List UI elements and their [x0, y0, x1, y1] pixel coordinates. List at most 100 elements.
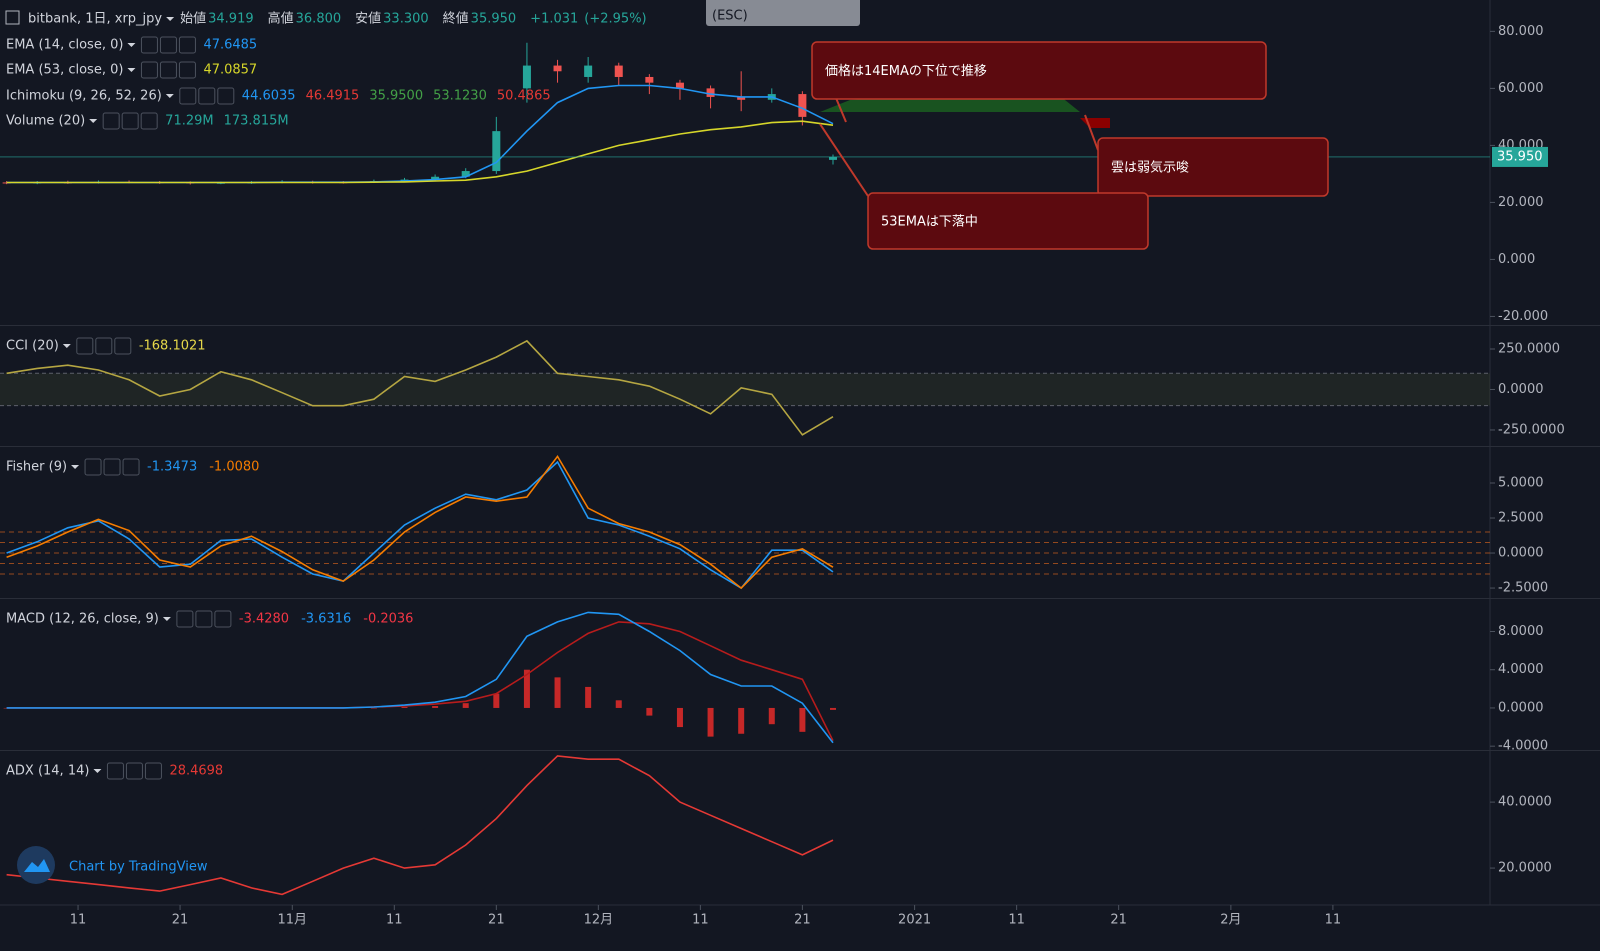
legend-button — [76, 337, 94, 355]
legend-text: EMA (53, close, 0) — [6, 63, 123, 78]
y-tick-label: 250.0000 — [1498, 341, 1560, 356]
legend-text: 33.300 — [383, 12, 429, 27]
legend-button — [122, 458, 140, 476]
legend-text: Ichimoku (9, 26, 52, 26) — [6, 89, 162, 104]
legend-caret — [127, 68, 136, 72]
y-tick-label: 2.5000 — [1498, 511, 1544, 526]
legend-button — [102, 112, 120, 130]
candle-body — [645, 76, 654, 83]
candle-body — [492, 131, 501, 172]
y-tick-label: 0.0000 — [1498, 700, 1544, 715]
y-tick-label: 20.000 — [1498, 195, 1544, 210]
legend-text: 46.4915 — [306, 89, 360, 104]
legend-button — [84, 458, 102, 476]
last-price-box — [1492, 146, 1548, 167]
tooltip-text: (ESC) — [712, 9, 748, 24]
legend-text: Volume (20) — [6, 114, 85, 129]
legend-text: 35.9500 — [369, 89, 423, 104]
histogram-bar — [799, 707, 806, 732]
legend-text: MACD (12, 26, close, 9) — [6, 612, 159, 627]
legend-caret — [93, 769, 102, 773]
y-tick-label: 0.0000 — [1498, 382, 1544, 397]
legend-text: -1.0080 — [209, 460, 259, 475]
legend-caret — [71, 465, 80, 469]
x-tick-label: 11月 — [278, 913, 308, 928]
y-tick-label: -20.000 — [1498, 309, 1548, 324]
histogram-bar — [768, 707, 775, 725]
legend-button — [106, 762, 124, 780]
y-tick-label: 20.0000 — [1498, 861, 1552, 876]
legend-caret — [166, 17, 175, 21]
legend-text: 36.800 — [296, 12, 342, 27]
legend-button — [144, 762, 162, 780]
legend-text: EMA (14, close, 0) — [6, 38, 123, 53]
candle-body — [584, 65, 593, 77]
series-line — [6, 755, 834, 896]
candle-body — [614, 65, 623, 77]
watermark-logo — [17, 846, 55, 884]
watermark: Chart by TradingView — [69, 860, 208, 875]
legend-button — [159, 36, 177, 54]
legend-button — [114, 337, 132, 355]
histogram-bar — [523, 669, 530, 708]
legend-button — [178, 61, 196, 79]
legend-text: 71.29M — [165, 114, 213, 129]
histogram-bar — [462, 703, 469, 708]
legend-button — [195, 610, 213, 628]
watermark-logo-mark — [24, 859, 50, 872]
annotation-box — [1097, 137, 1329, 197]
legend-caret — [165, 94, 174, 98]
y-tick-label: 40.0000 — [1498, 795, 1552, 810]
histogram-bar — [370, 707, 377, 709]
y-tick-label: 0.000 — [1498, 252, 1535, 267]
legend-button — [198, 87, 216, 105]
legend-text: -168.1021 — [139, 339, 206, 354]
legend-text: +1.031 — [530, 12, 578, 27]
legend-caret — [162, 617, 171, 621]
histogram-bar — [676, 707, 683, 728]
legend-text: -3.6316 — [301, 612, 351, 627]
series-line — [6, 120, 834, 184]
y-tick-label: -4.0000 — [1498, 739, 1548, 754]
annotation-connector — [835, 97, 847, 123]
candle-body — [828, 156, 837, 160]
x-tick-label: 2月 — [1220, 913, 1241, 928]
tooltip-box — [706, 0, 860, 26]
y-tick-label: 0.0000 — [1498, 546, 1544, 561]
candle-body — [461, 171, 470, 177]
y-tick-label: 5.0000 — [1498, 475, 1544, 490]
series-line — [6, 454, 834, 590]
y-tick-label: 4.0000 — [1498, 662, 1544, 677]
candle-body — [737, 96, 746, 100]
candle-body — [553, 65, 562, 72]
candle-body — [675, 82, 684, 89]
candle-body — [706, 88, 715, 97]
x-tick-label: 11 — [1325, 913, 1342, 928]
y-tick-label: 80.000 — [1498, 24, 1544, 39]
legend-text: Fisher (9) — [6, 460, 67, 475]
series-line — [6, 460, 834, 590]
x-tick-label: 11 — [692, 913, 709, 928]
legend-text: 28.4698 — [169, 764, 223, 779]
collapse-box — [5, 10, 20, 25]
x-tick-label: 11 — [386, 913, 403, 928]
legend-text: 44.6035 — [242, 89, 296, 104]
histogram-bar — [493, 693, 500, 708]
legend-button — [140, 112, 158, 130]
annotation-text: 53EMAは下落中 — [881, 215, 978, 230]
legend-button — [125, 762, 143, 780]
legend-text: 53.1230 — [433, 89, 487, 104]
histogram-bar — [432, 706, 439, 708]
x-tick-label: 21 — [172, 913, 189, 928]
legend-text: -3.4280 — [239, 612, 289, 627]
legend-text: 始値 — [180, 11, 206, 27]
legend-button — [121, 112, 139, 130]
x-tick-label: 21 — [1110, 913, 1127, 928]
legend-button — [95, 337, 113, 355]
legend-text: 高値 — [268, 11, 294, 27]
legend-text: 終値 — [443, 11, 469, 27]
legend-button — [217, 87, 235, 105]
legend-button — [178, 36, 196, 54]
